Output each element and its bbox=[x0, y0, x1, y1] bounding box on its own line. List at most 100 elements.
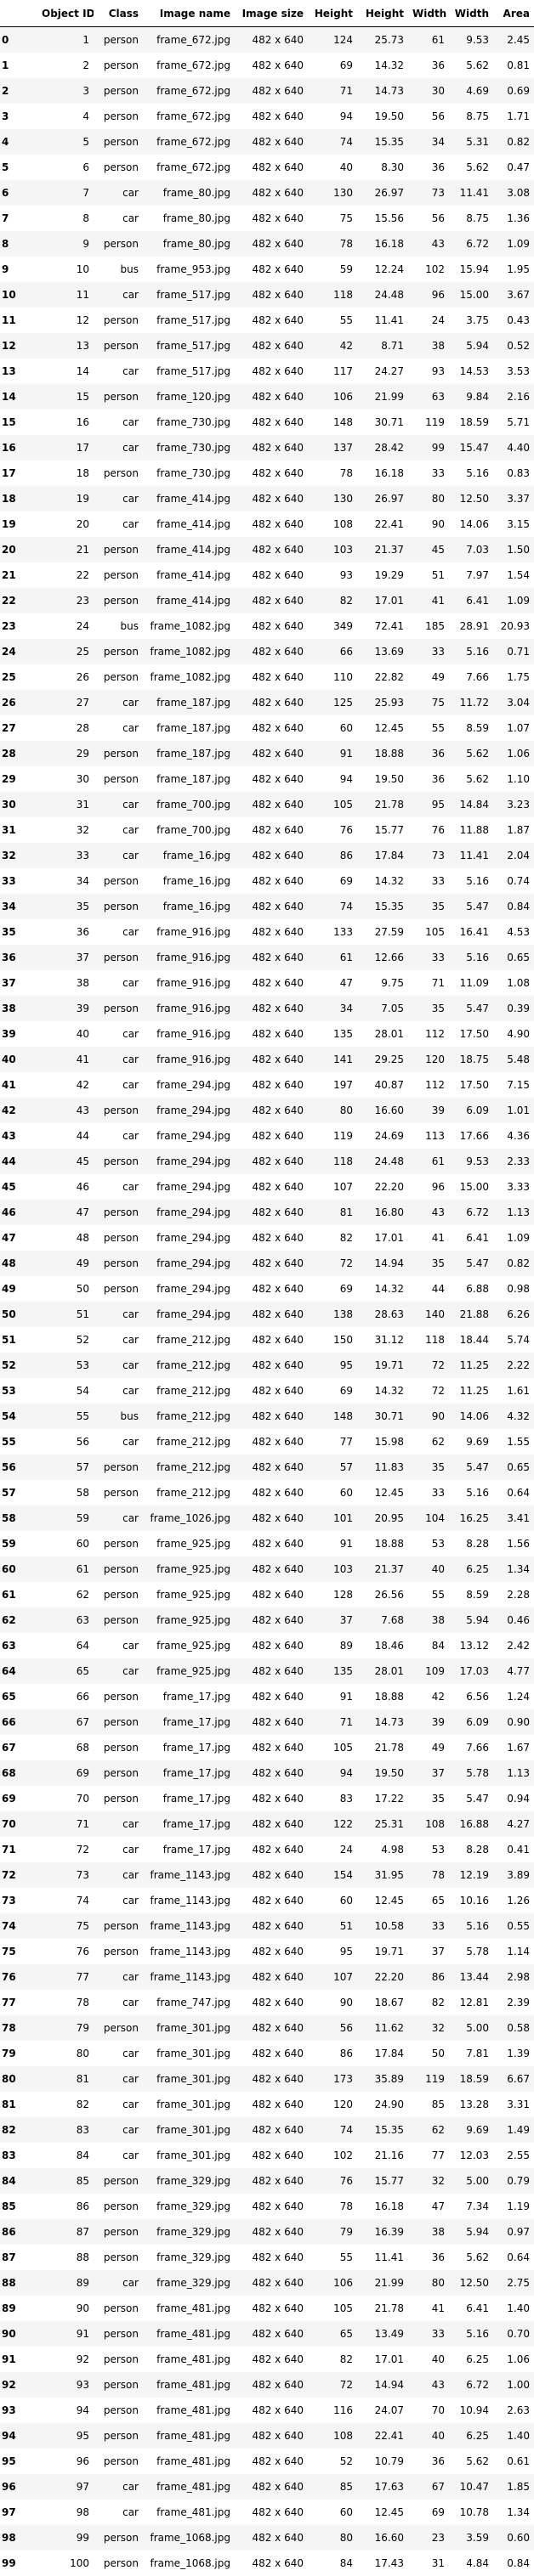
table-cell: 1.07 bbox=[493, 715, 534, 741]
table-cell: 36 bbox=[408, 766, 449, 792]
table-cell: 49 bbox=[408, 1735, 449, 1760]
table-cell: 36 bbox=[408, 741, 449, 766]
table-cell: 16.60 bbox=[357, 1098, 408, 1123]
table-cell: car bbox=[94, 1429, 143, 1455]
row-index: 37 bbox=[0, 970, 37, 996]
table-cell: 14.53 bbox=[449, 359, 493, 384]
table-cell: frame_1082.jpg bbox=[143, 613, 235, 639]
table-cell: 8.59 bbox=[449, 1582, 493, 1607]
table-cell: 1.10 bbox=[493, 766, 534, 792]
row-index: 66 bbox=[0, 1709, 37, 1735]
table-cell: person bbox=[94, 2194, 143, 2219]
table-cell: 4.27 bbox=[493, 1811, 534, 1837]
table-cell: 55 bbox=[308, 2245, 357, 2270]
table-cell: 185 bbox=[408, 613, 449, 639]
table-cell: car bbox=[94, 1072, 143, 1098]
table-cell: person bbox=[94, 2372, 143, 2398]
table-cell: 16.41 bbox=[449, 919, 493, 945]
table-cell: 61 bbox=[37, 1556, 94, 1582]
table-cell: frame_1026.jpg bbox=[143, 1505, 235, 1531]
table-cell: 0.82 bbox=[493, 129, 534, 155]
table-cell: 482 x 640 bbox=[235, 613, 308, 639]
table-cell: person bbox=[94, 231, 143, 257]
table-cell: 43 bbox=[408, 1200, 449, 1225]
table-cell: 67 bbox=[408, 2474, 449, 2500]
table-cell: 74 bbox=[308, 2117, 357, 2143]
table-cell: frame_1068.jpg bbox=[143, 2525, 235, 2551]
table-cell: 482 x 640 bbox=[235, 1225, 308, 1251]
table-cell: 93 bbox=[37, 2372, 94, 2398]
table-cell: car bbox=[94, 690, 143, 715]
table-cell: 84 bbox=[308, 2551, 357, 2576]
table-cell: 72 bbox=[37, 1837, 94, 1862]
table-cell: 482 x 640 bbox=[235, 180, 308, 206]
table-cell: 42 bbox=[308, 333, 357, 359]
table-cell: 482 x 640 bbox=[235, 460, 308, 486]
table-cell: 21.88 bbox=[449, 1302, 493, 1327]
table-cell: 8 bbox=[37, 206, 94, 231]
table-cell: 482 x 640 bbox=[235, 2551, 308, 2576]
table-cell: 35 bbox=[408, 1251, 449, 1276]
table-cell: 19.50 bbox=[357, 1760, 408, 1786]
row-index: 47 bbox=[0, 1225, 37, 1251]
table-cell: car bbox=[94, 1990, 143, 2015]
table-cell: 47 bbox=[37, 1200, 94, 1225]
table-cell: 55 bbox=[308, 308, 357, 333]
table-cell: 12 bbox=[37, 308, 94, 333]
table-cell: 59 bbox=[308, 257, 357, 282]
table-cell: 69 bbox=[308, 53, 357, 78]
table-cell: 71 bbox=[37, 1811, 94, 1837]
row-index: 9 bbox=[0, 257, 37, 282]
table-cell: 15.35 bbox=[357, 129, 408, 155]
row-index: 51 bbox=[0, 1327, 37, 1353]
table-cell: 30 bbox=[408, 78, 449, 104]
table-cell: 102 bbox=[308, 2143, 357, 2168]
table-cell: 0.61 bbox=[493, 2449, 534, 2474]
table-cell: 26.97 bbox=[357, 486, 408, 511]
row-index: 91 bbox=[0, 2347, 37, 2372]
table-cell: 70 bbox=[408, 2398, 449, 2423]
table-cell: 482 x 640 bbox=[235, 1888, 308, 1913]
table-cell: person bbox=[94, 894, 143, 919]
row-index: 32 bbox=[0, 843, 37, 868]
table-cell: 69 bbox=[308, 868, 357, 894]
table-cell: 79 bbox=[308, 2219, 357, 2245]
row-index: 65 bbox=[0, 1684, 37, 1709]
table-cell: 61 bbox=[308, 945, 357, 970]
column-header: Width bbox=[449, 0, 493, 27]
table-cell: 80 bbox=[408, 486, 449, 511]
table-cell: 56 bbox=[408, 104, 449, 129]
table-cell: 482 x 640 bbox=[235, 715, 308, 741]
table-cell: 39 bbox=[37, 996, 94, 1021]
row-index: 92 bbox=[0, 2372, 37, 2398]
table-cell: 12.45 bbox=[357, 1888, 408, 1913]
table-cell: 21.78 bbox=[357, 2296, 408, 2321]
table-cell: 89 bbox=[37, 2270, 94, 2296]
table-cell: person bbox=[94, 384, 143, 410]
table-cell: 482 x 640 bbox=[235, 970, 308, 996]
table-cell: 60 bbox=[308, 1888, 357, 1913]
table-cell: 482 x 640 bbox=[235, 1327, 308, 1353]
table-cell: 482 x 640 bbox=[235, 843, 308, 868]
table-cell: 3.08 bbox=[493, 180, 534, 206]
table-cell: 94 bbox=[308, 766, 357, 792]
table-cell: 43 bbox=[408, 231, 449, 257]
table-cell: 482 x 640 bbox=[235, 1531, 308, 1556]
table-cell: 11.83 bbox=[357, 1455, 408, 1480]
table-cell: 482 x 640 bbox=[235, 1735, 308, 1760]
table-cell: car bbox=[94, 1633, 143, 1658]
table-cell: car bbox=[94, 2143, 143, 2168]
row-index: 1 bbox=[0, 53, 37, 78]
table-cell: 1.08 bbox=[493, 970, 534, 996]
table-cell: 70 bbox=[37, 1786, 94, 1811]
table-cell: 21.99 bbox=[357, 384, 408, 410]
table-cell: car bbox=[94, 715, 143, 741]
table-cell: 63 bbox=[37, 1607, 94, 1633]
table-cell: 37 bbox=[408, 1760, 449, 1786]
table-cell: 89 bbox=[308, 1633, 357, 1658]
